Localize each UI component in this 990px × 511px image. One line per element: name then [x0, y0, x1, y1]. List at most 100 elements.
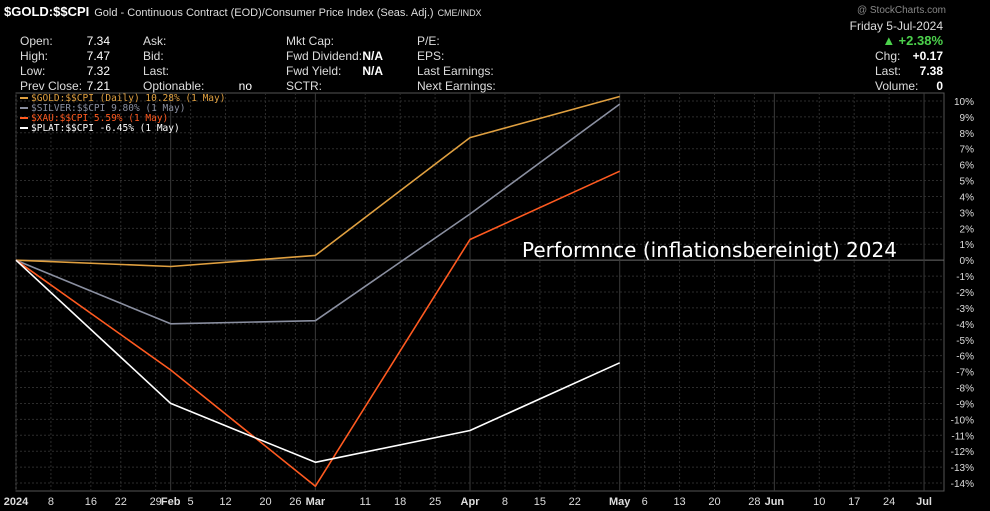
ask-label: Ask:: [143, 34, 167, 48]
y-tick-label: 8%: [960, 129, 975, 140]
y-tick-label: -11%: [951, 431, 974, 442]
y-tick-label: 2%: [960, 224, 975, 235]
last-earnings-label: Last Earnings:: [417, 64, 494, 78]
x-tick-label: Mar: [306, 496, 326, 508]
open-label: Open:: [20, 34, 53, 48]
quote-header: $GOLD:$$CPI Gold - Continuous Contract (E…: [0, 0, 990, 93]
y-tick-label: -3%: [956, 304, 974, 315]
optionable-label: Optionable:: [143, 79, 205, 93]
volume-value: 0: [936, 79, 943, 93]
y-tick-label: -5%: [956, 336, 974, 347]
high-label: High:: [20, 49, 49, 63]
y-tick-label: -8%: [956, 384, 974, 395]
sctr-label: SCTR:: [286, 79, 322, 93]
y-tick-label: -13%: [951, 463, 974, 474]
x-tick-label: 8: [48, 496, 54, 508]
x-tick-label: 5: [188, 496, 194, 508]
y-tick-label: 6%: [960, 161, 975, 172]
x-tick-label: 22: [569, 496, 581, 508]
pe-label: P/E:: [417, 34, 440, 48]
fwd-yield-value: N/A: [362, 64, 383, 78]
x-tick-label: 12: [219, 496, 231, 508]
y-tick-label: -6%: [956, 352, 974, 363]
open-value: 7.34: [86, 34, 110, 48]
y-tick-label: 7%: [960, 145, 975, 156]
y-tick-label: -2%: [956, 288, 974, 299]
legend-entry: $XAU:$$CPI 5.59% (1 May): [31, 113, 168, 124]
x-tick-label: 17: [848, 496, 860, 508]
chg-value: +0.17: [912, 49, 943, 63]
series-line-4: [15, 259, 621, 464]
eps-label: EPS:: [417, 49, 445, 63]
x-tick-label: 18: [394, 496, 406, 508]
legend-entry: $PLAT:$$CPI -6.45% (1 May): [31, 123, 180, 134]
next-earnings-label: Next Earnings:: [417, 79, 496, 93]
x-tick-label: 26: [289, 496, 301, 508]
mkt-cap-label: Mkt Cap:: [286, 34, 335, 48]
x-tick-label: Apr: [461, 496, 481, 508]
fwd-dividend-value: N/A: [362, 49, 383, 63]
y-tick-label: 10%: [954, 97, 974, 108]
x-tick-label: 15: [534, 496, 546, 508]
x-tick-label: Jun: [765, 496, 785, 508]
last-label: Last:: [875, 64, 902, 78]
x-tick-label: 20: [708, 496, 720, 508]
x-tick-label: 2024: [4, 496, 29, 508]
fwd-dividend-label: Fwd Dividend:: [286, 49, 363, 63]
last-value: 7.38: [919, 64, 943, 78]
high-value: 7.47: [86, 49, 110, 63]
optionable-value: no: [238, 79, 252, 93]
y-tick-label: 1%: [960, 240, 975, 251]
y-tick-label: -14%: [951, 479, 974, 490]
fwd-yield-label: Fwd Yield:: [286, 64, 342, 78]
y-tick-label: 3%: [960, 208, 975, 219]
symbol-description: Gold - Continuous Contract (EOD)/Consume…: [94, 7, 434, 19]
chart-title: Performnce (inflationsbereinigt) 2024: [522, 238, 897, 262]
x-tick-label: 28: [748, 496, 760, 508]
quote-date: Friday 5-Jul-2024: [849, 19, 943, 33]
legend-entry: $GOLD:$$CPI (Daily) 10.28% (1 May): [31, 93, 225, 104]
x-tick-label: 29: [150, 496, 162, 508]
x-tick-label: May: [609, 496, 631, 508]
x-tick-label: 10: [813, 496, 825, 508]
change-percent-value: +2.38%: [898, 33, 943, 48]
x-tick-label: 25: [429, 496, 441, 508]
y-tick-label: 0%: [960, 256, 975, 267]
chg-label: Chg:: [875, 49, 901, 63]
x-tick-label: Feb: [161, 496, 181, 508]
y-tick-label: -9%: [956, 399, 974, 410]
symbol-title: $GOLD:$$CPI: [4, 4, 90, 19]
prev-close-label: Prev Close:: [20, 79, 83, 93]
low-value: 7.32: [86, 64, 110, 78]
y-tick-label: -4%: [956, 320, 974, 331]
title-line: $GOLD:$$CPI Gold - Continuous Contract (E…: [4, 3, 482, 21]
prev-close-value: 7.21: [86, 79, 110, 93]
x-tick-label: 22: [115, 496, 127, 508]
x-tick-label: 20: [259, 496, 271, 508]
y-tick-label: -12%: [951, 447, 974, 458]
series-line-1: [15, 95, 620, 268]
low-label: Low:: [20, 64, 46, 78]
y-tick-label: 9%: [960, 113, 975, 124]
change-percent: ▲ +2.38%: [882, 33, 943, 48]
x-tick-label: 13: [673, 496, 685, 508]
series-line-2: [15, 103, 621, 325]
watermark: @ StockCharts.com: [856, 5, 946, 16]
volume-label: Volume:: [875, 79, 919, 93]
y-tick-label: -7%: [956, 368, 974, 379]
y-tick-label: 4%: [960, 192, 975, 203]
x-tick-label: 6: [642, 496, 648, 508]
up-arrow-icon: ▲: [882, 33, 896, 48]
x-tick-label: Jul: [916, 496, 932, 508]
series-line-3: [15, 170, 621, 488]
last-quote-label: Last:: [143, 64, 170, 78]
x-tick-label: 24: [883, 496, 895, 508]
bid-label: Bid:: [143, 49, 164, 63]
exchange-label: CME/INDX: [437, 8, 482, 18]
x-tick-label: 16: [85, 496, 97, 508]
legend-entry: $SILVER:$$CPI 9.80% (1 May): [31, 103, 185, 114]
y-tick-label: 5%: [960, 177, 975, 188]
y-tick-label: -10%: [951, 415, 974, 426]
y-tick-label: -1%: [956, 272, 974, 283]
